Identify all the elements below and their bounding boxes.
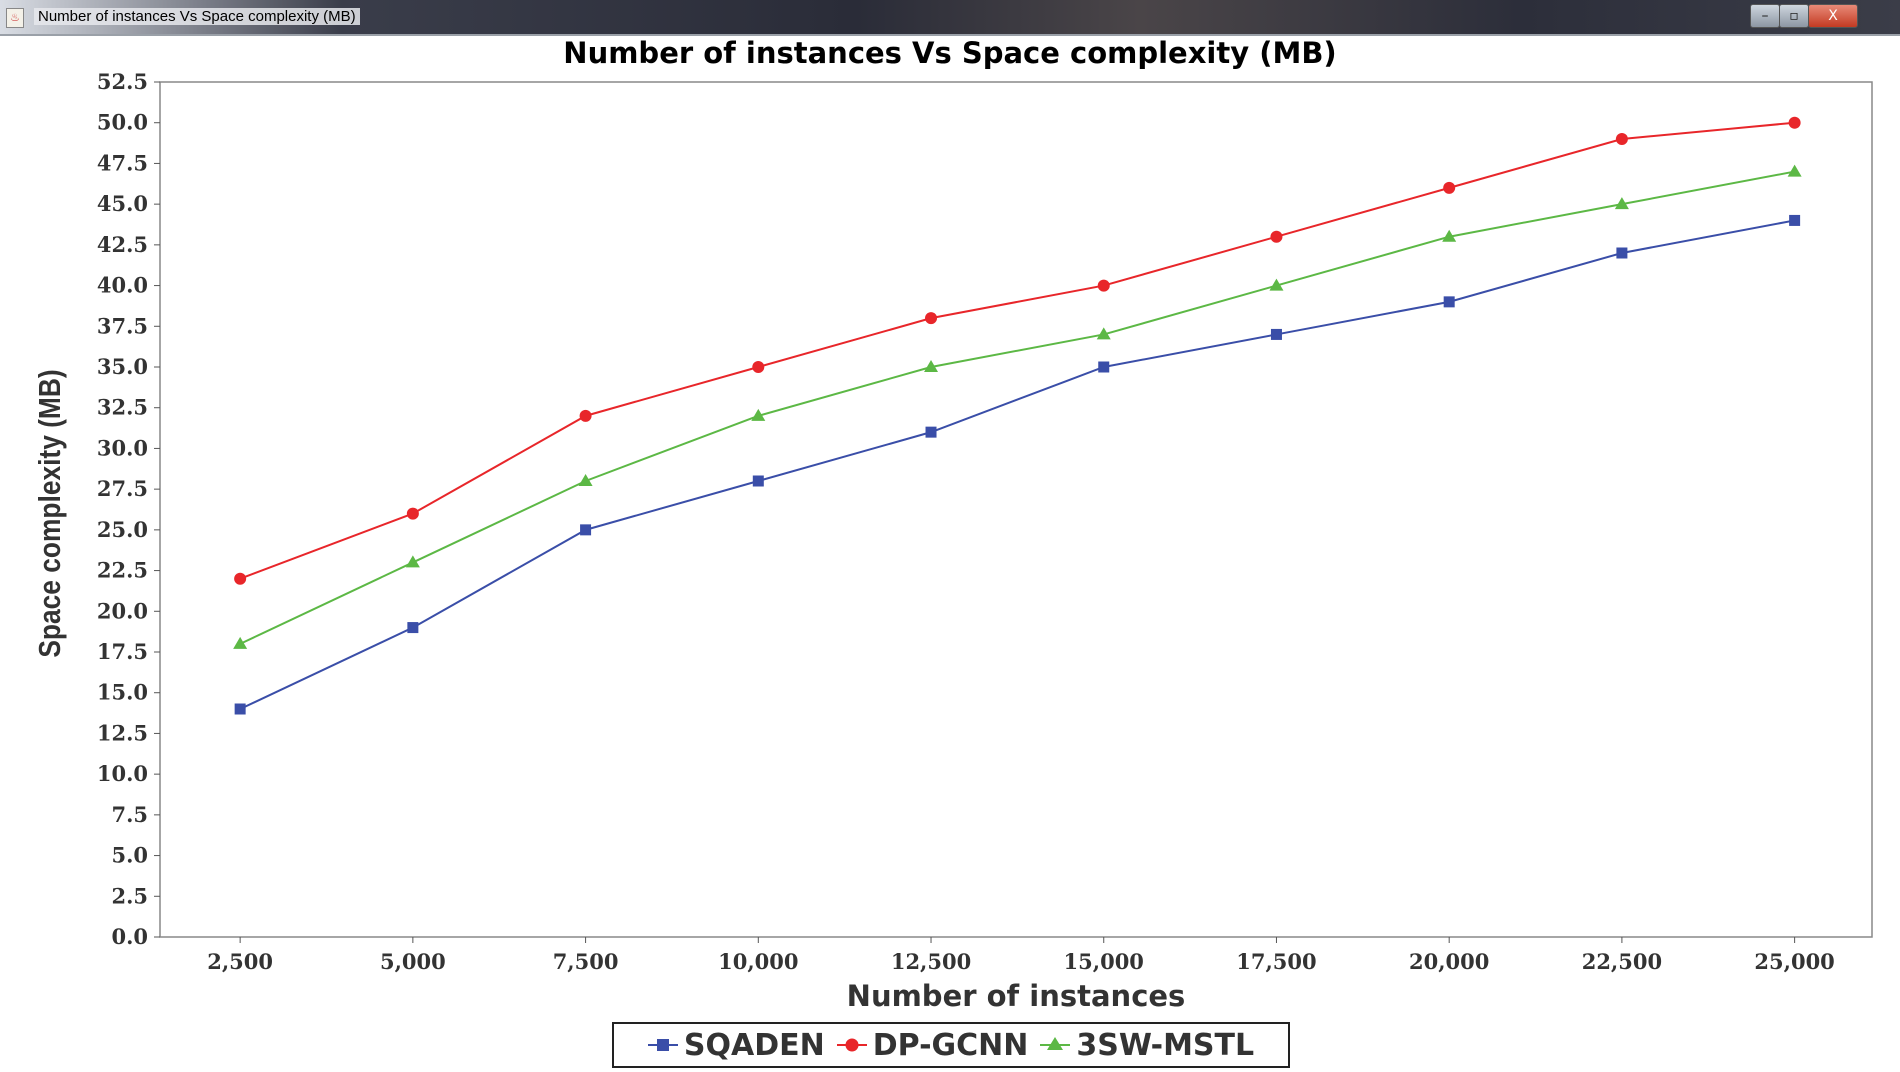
data-point-dp-gcnn xyxy=(1788,116,1801,129)
x-tick-label: 2,500 xyxy=(207,949,273,974)
data-point-3sw-mstl xyxy=(1096,327,1111,340)
data-point-dp-gcnn xyxy=(234,572,247,585)
y-tick-label: 32.5 xyxy=(97,395,148,420)
y-tick-label: 45.0 xyxy=(97,191,148,216)
y-tick-label: 20.0 xyxy=(97,598,148,623)
x-axis-label: Number of instances xyxy=(847,979,1186,1013)
series-line-3sw-mstl xyxy=(239,170,1795,645)
legend-label: DP-GCNN xyxy=(872,1027,1029,1063)
data-point-sqaden xyxy=(925,426,937,438)
window-titlebar: ♨ Number of instances Vs Space complexit… xyxy=(0,0,1900,36)
x-tick-label: 10,000 xyxy=(718,949,798,974)
series-line-sqaden xyxy=(239,219,1795,710)
y-tick-label: 22.5 xyxy=(97,558,148,583)
data-point-sqaden xyxy=(1443,296,1455,308)
data-point-sqaden xyxy=(234,703,246,715)
y-tick-label: 30.0 xyxy=(97,435,148,460)
y-tick-label: 15.0 xyxy=(97,680,148,705)
data-point-dp-gcnn xyxy=(1097,279,1110,292)
data-point-sqaden xyxy=(1789,214,1801,226)
data-point-dp-gcnn xyxy=(925,312,938,325)
legend-label: 3SW-MSTL xyxy=(1076,1027,1255,1063)
data-point-3sw-mstl xyxy=(578,474,593,486)
y-tick-label: 50.0 xyxy=(97,110,148,135)
x-tick-label: 25,000 xyxy=(1754,949,1834,974)
legend-item: SQADEN xyxy=(647,1027,825,1063)
y-tick-label: 5.0 xyxy=(111,843,148,868)
legend-label: SQADEN xyxy=(683,1027,825,1063)
x-tick-label: 15,000 xyxy=(1064,949,1144,974)
java-app-icon: ♨ xyxy=(6,8,24,28)
data-point-3sw-mstl xyxy=(1614,197,1629,210)
x-tick-label: 7,500 xyxy=(553,949,619,974)
y-axis-label: Space complexity (MB) xyxy=(33,369,67,657)
data-point-dp-gcnn xyxy=(1615,133,1628,145)
y-tick-label: 0.0 xyxy=(111,924,148,949)
legend: SQADEN DP-GCNN 3SW-MSTL xyxy=(612,1022,1290,1068)
y-tick-label: 52.5 xyxy=(97,69,148,94)
y-tick-label: 42.5 xyxy=(97,232,148,257)
data-point-dp-gcnn xyxy=(752,361,765,373)
y-tick-label: 40.0 xyxy=(97,273,148,298)
x-tick-label: 22,500 xyxy=(1582,949,1662,974)
data-point-sqaden xyxy=(407,622,419,634)
y-tick-label: 37.5 xyxy=(97,313,148,338)
y-tick-label: 7.5 xyxy=(111,802,148,827)
close-button[interactable]: X xyxy=(1808,4,1858,28)
x-tick-label: 20,000 xyxy=(1409,949,1489,974)
circle-marker-icon xyxy=(836,1038,867,1052)
data-point-3sw-mstl xyxy=(405,555,420,568)
data-point-3sw-mstl xyxy=(1442,229,1457,242)
y-tick-label: 10.0 xyxy=(97,761,148,786)
data-point-dp-gcnn xyxy=(1443,181,1456,194)
data-point-sqaden xyxy=(1616,247,1628,259)
window-title: Number of instances Vs Space complexity … xyxy=(34,8,360,25)
x-tick-label: 17,500 xyxy=(1236,949,1316,974)
x-tick-label: 12,500 xyxy=(891,949,971,974)
chart-title: Number of instances Vs Space complexity … xyxy=(563,36,1337,70)
y-tick-label: 25.0 xyxy=(97,517,148,542)
data-point-sqaden xyxy=(1098,361,1110,373)
y-tick-label: 12.5 xyxy=(97,720,148,745)
y-tick-label: 17.5 xyxy=(97,639,148,664)
y-tick-label: 2.5 xyxy=(111,883,148,908)
data-point-dp-gcnn xyxy=(579,409,592,422)
data-point-3sw-mstl xyxy=(1787,164,1802,177)
legend-item: 3SW-MSTL xyxy=(1040,1028,1254,1063)
triangle-marker-icon xyxy=(1040,1037,1071,1050)
data-point-3sw-mstl xyxy=(233,636,248,649)
data-point-sqaden xyxy=(752,475,764,487)
x-tick-label: 5,000 xyxy=(380,949,446,974)
plot-area xyxy=(159,81,1873,938)
legend-item: DP-GCNN xyxy=(836,1027,1029,1063)
series-line-dp-gcnn xyxy=(239,121,1795,580)
data-point-sqaden xyxy=(580,524,592,536)
y-tick-label: 35.0 xyxy=(97,354,148,379)
data-point-3sw-mstl xyxy=(751,408,766,421)
data-point-dp-gcnn xyxy=(1270,230,1283,243)
data-point-3sw-mstl xyxy=(924,360,939,372)
y-tick-label: 47.5 xyxy=(97,150,148,175)
data-point-dp-gcnn xyxy=(406,507,419,520)
data-point-sqaden xyxy=(1270,328,1282,340)
square-marker-icon xyxy=(647,1039,678,1051)
data-point-3sw-mstl xyxy=(1269,278,1284,291)
y-tick-label: 27.5 xyxy=(97,476,148,501)
